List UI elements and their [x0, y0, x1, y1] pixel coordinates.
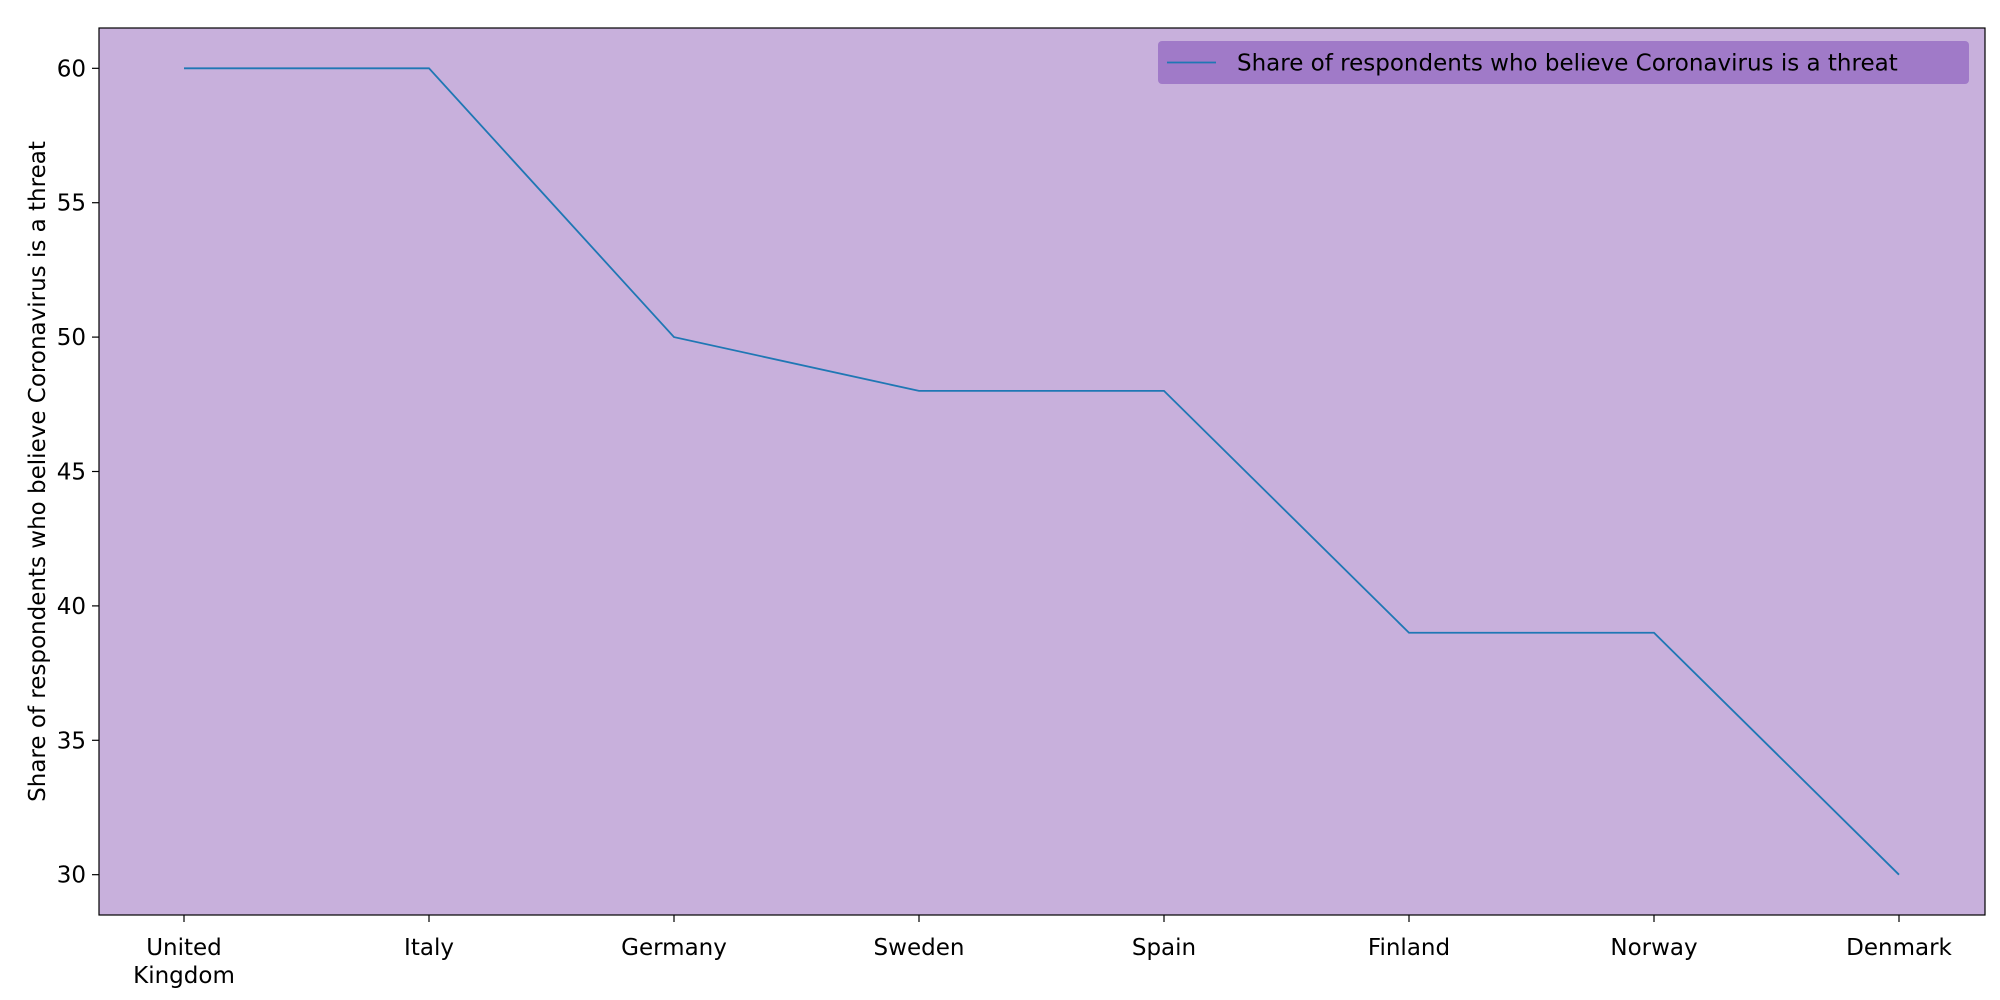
y-tick-label: 30	[57, 863, 86, 889]
x-tick-label: Denmark	[1846, 935, 1952, 961]
y-tick-label: 60	[57, 56, 86, 82]
y-tick-label: 40	[57, 594, 86, 620]
x-tick-label: Spain	[1132, 935, 1196, 961]
legend-box	[1158, 41, 1969, 84]
y-tick-label: 35	[57, 728, 86, 754]
x-tick-label: Sweden	[874, 935, 965, 961]
x-tick-label: Finland	[1368, 935, 1450, 961]
y-axis-title: Share of respondents who believe Coronav…	[25, 141, 51, 802]
y-axis: 30 35 40 45 50 55 60	[57, 56, 99, 889]
y-tick-label: 45	[57, 460, 86, 486]
x-axis: United Kingdom Italy Germany Sweden Spain Finl…	[133, 915, 1953, 989]
y-tick-label: 50	[57, 325, 86, 351]
x-tick-label: Germany	[621, 935, 727, 961]
legend: Share of respondents who believe Coronav…	[1158, 41, 1969, 84]
x-tick-label: Italy	[404, 935, 454, 961]
plot-area	[98, 27, 1986, 916]
series-line	[184, 67, 1900, 876]
series-layer	[183, 67, 1900, 876]
x-tick-label: Norway	[1610, 935, 1697, 961]
legend-label: Share of respondents who believe Coronav…	[1237, 51, 1898, 77]
x-tick-label: United Kingdom	[133, 935, 235, 989]
y-tick-label: 55	[57, 191, 86, 217]
